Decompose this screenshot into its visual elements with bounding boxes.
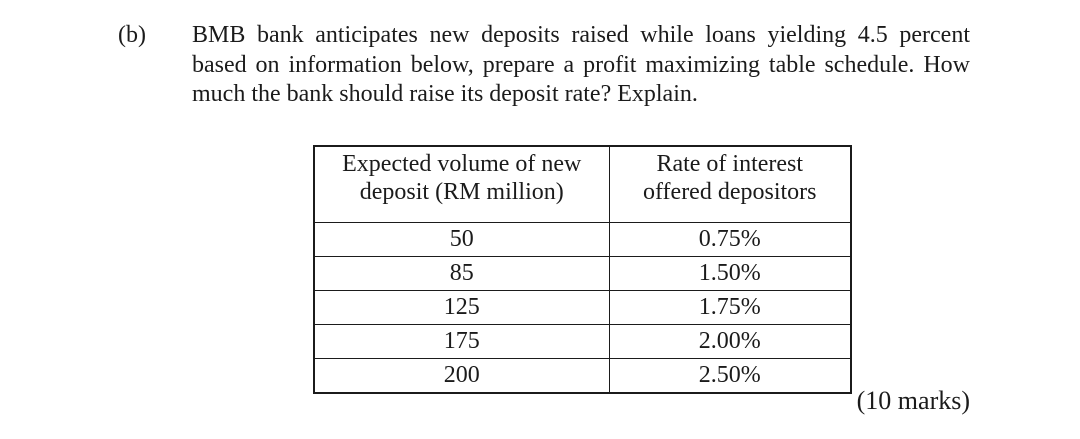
cell-volume: 85 bbox=[313, 256, 610, 291]
table-row: 125 1.75% bbox=[313, 290, 852, 325]
table-header-volume-line-1: Expected volume of new bbox=[342, 151, 582, 177]
table-row: 50 0.75% bbox=[313, 222, 852, 257]
marks-label: (10 marks) bbox=[856, 386, 970, 415]
cell-volume: 125 bbox=[313, 290, 610, 325]
cell-rate: 2.00% bbox=[608, 324, 852, 359]
cell-rate: 0.75% bbox=[608, 222, 852, 257]
cell-volume: 200 bbox=[313, 358, 610, 394]
table-row: 85 1.50% bbox=[313, 256, 852, 291]
question-line-3: much the bank should raise its deposit r… bbox=[192, 81, 698, 107]
table-header-rate-line-1: Rate of interest bbox=[656, 151, 804, 177]
question-part-label: (b) bbox=[118, 22, 146, 48]
table-header-volume-line-2: deposit (RM million) bbox=[359, 179, 564, 205]
table-header-row: Expected volume of new deposit (RM milli… bbox=[313, 145, 852, 223]
cell-rate: 2.50% bbox=[608, 358, 852, 394]
table-header-volume: Expected volume of new deposit (RM milli… bbox=[313, 145, 610, 223]
deposit-rate-table: Expected volume of new deposit (RM milli… bbox=[313, 145, 852, 394]
cell-volume: 175 bbox=[313, 324, 610, 359]
table-header-rate-line-2: offered depositors bbox=[642, 179, 817, 205]
question-line-2: based on information below, prepare a pr… bbox=[192, 51, 970, 78]
table-row: 175 2.00% bbox=[313, 324, 852, 359]
table-header-rate: Rate of interest offered depositors bbox=[608, 145, 852, 223]
question-line-1: BMB bank anticipates new deposits raised… bbox=[192, 22, 970, 48]
question-text: BMB bank anticipates new deposits raised… bbox=[192, 21, 970, 110]
cell-volume: 50 bbox=[313, 222, 610, 257]
table-row: 200 2.50% bbox=[313, 358, 852, 394]
cell-rate: 1.50% bbox=[608, 256, 852, 291]
cell-rate: 1.75% bbox=[608, 290, 852, 325]
